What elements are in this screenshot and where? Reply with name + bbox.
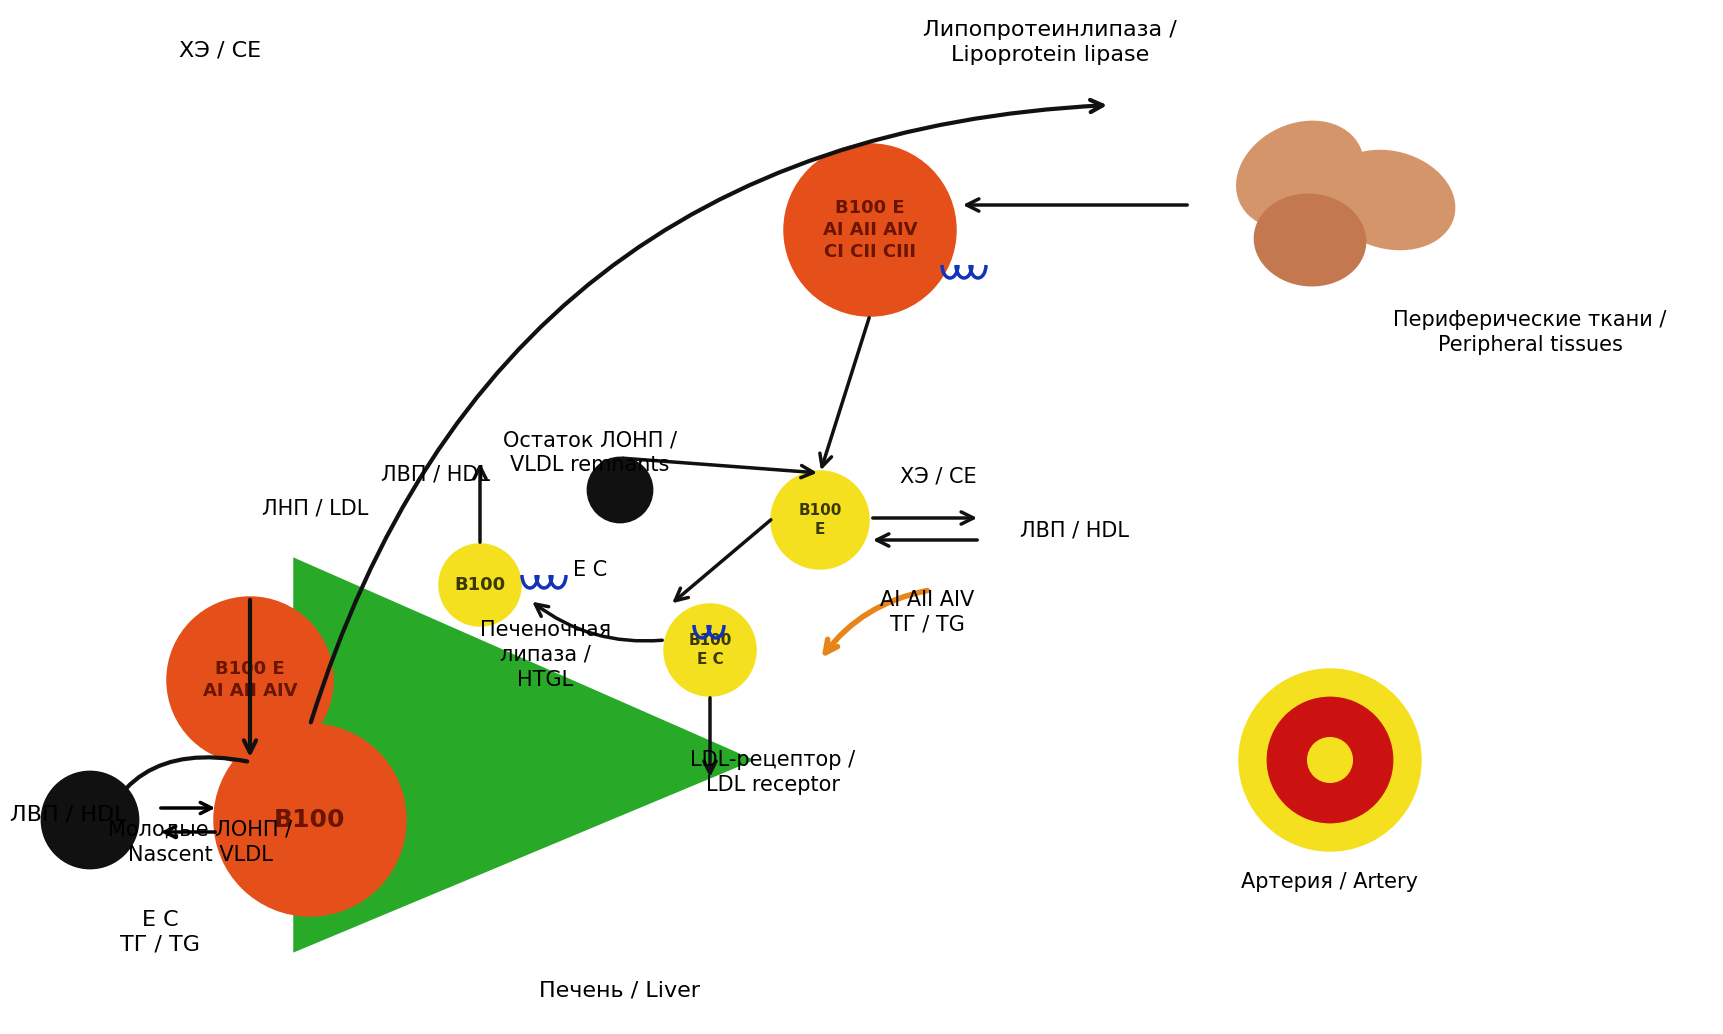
Circle shape (588, 458, 651, 522)
Text: B100
E C: B100 E C (687, 633, 731, 667)
Text: B100 E
AI AII AIV: B100 E AI AII AIV (203, 660, 296, 700)
Text: Артерия / Artery: Артерия / Artery (1241, 872, 1418, 892)
Text: B100
E: B100 E (798, 504, 841, 537)
Circle shape (439, 545, 520, 625)
Ellipse shape (1325, 151, 1452, 249)
Text: ЛВП / HDL: ЛВП / HDL (10, 805, 126, 825)
Ellipse shape (1254, 195, 1365, 285)
Text: Е С: Е С (572, 560, 606, 580)
Text: Остаток ЛОНП /
VLDL remnants: Остаток ЛОНП / VLDL remnants (503, 430, 677, 475)
Text: ЛНП / LDL: ЛНП / LDL (262, 498, 369, 518)
Text: ХЭ / CE: ХЭ / CE (899, 466, 975, 486)
Circle shape (1266, 698, 1390, 822)
Text: ЛВП / HDL: ЛВП / HDL (1020, 520, 1129, 540)
Ellipse shape (1237, 122, 1361, 227)
Text: Периферические ткани /
Peripheral tissues: Периферические ткани / Peripheral tissue… (1392, 310, 1666, 355)
Polygon shape (295, 560, 750, 950)
Text: Липопротеинлипаза /
Lipoprotein lipase: Липопротеинлипаза / Lipoprotein lipase (922, 20, 1177, 65)
Text: ХЭ / CE: ХЭ / CE (179, 40, 260, 60)
Text: Печень / Liver: Печень / Liver (539, 980, 700, 1000)
Text: B100: B100 (274, 808, 346, 832)
Text: Молодые ЛОНП /
Nascent VLDL: Молодые ЛОНП / Nascent VLDL (109, 820, 291, 864)
Text: B100: B100 (455, 576, 505, 594)
Text: B100 E
AI AII AIV
CI CII CIII: B100 E AI AII AIV CI CII CIII (822, 199, 917, 262)
Text: LDL-рецептор /
LDL receptor: LDL-рецептор / LDL receptor (689, 750, 855, 795)
Circle shape (772, 472, 867, 568)
Text: ЛВП / HDL: ЛВП / HDL (381, 465, 489, 485)
Text: AI AII AIV
ТГ / TG: AI AII AIV ТГ / TG (879, 590, 973, 635)
Circle shape (1239, 670, 1420, 850)
Circle shape (665, 605, 755, 695)
Text: Печеночная
липаза /
HTGL: Печеночная липаза / HTGL (479, 620, 610, 690)
Circle shape (41, 772, 138, 868)
Circle shape (167, 598, 333, 762)
Circle shape (1308, 738, 1351, 782)
Circle shape (215, 725, 405, 915)
Circle shape (784, 145, 955, 315)
Text: Е С
ТГ / TG: Е С ТГ / TG (121, 910, 200, 954)
